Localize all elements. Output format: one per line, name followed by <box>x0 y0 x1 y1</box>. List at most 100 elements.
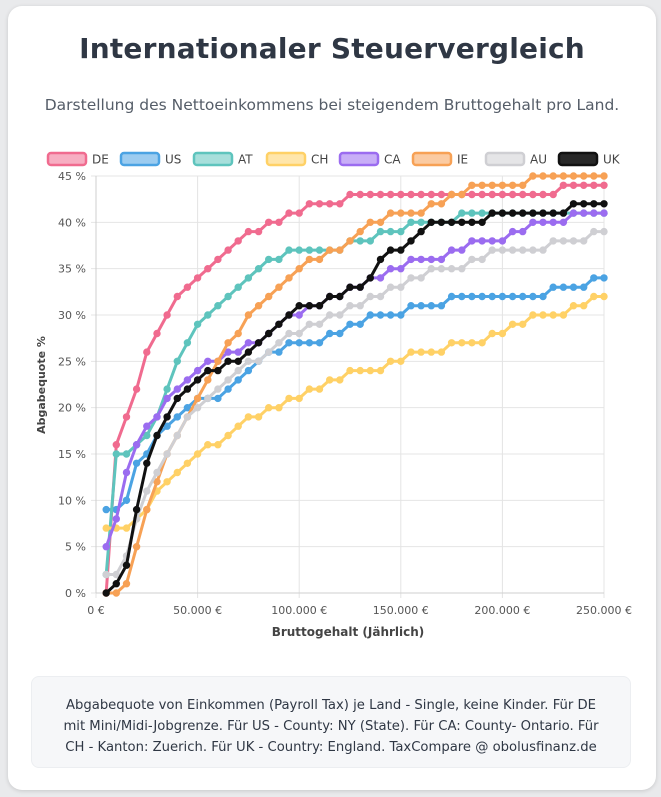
series-point-au <box>447 265 456 273</box>
legend-swatch-de <box>46 151 88 167</box>
series-point-uk <box>244 348 253 356</box>
series-point-ch <box>275 404 283 412</box>
chart-legend[interactable]: DE US AT CH CA IE AU UK <box>46 151 621 167</box>
y-tick-label: 25 % <box>58 355 86 368</box>
legend-swatch-ie <box>411 151 453 167</box>
series-point-ch <box>488 329 496 338</box>
series-point-de <box>508 190 517 199</box>
series-point-uk <box>458 218 466 227</box>
series-point-au <box>600 227 608 236</box>
series-point-de <box>183 283 192 291</box>
series-point-ie <box>488 181 496 190</box>
series-point-ca <box>102 543 110 551</box>
series-point-uk <box>569 200 578 208</box>
y-tick-label: 35 % <box>58 263 86 276</box>
series-point-uk <box>214 366 222 375</box>
legend-item-us[interactable]: US <box>119 151 181 167</box>
series-point-us <box>427 302 435 310</box>
series-point-ca <box>498 237 507 245</box>
series-line-ca <box>104 211 604 548</box>
series-point-au <box>590 227 598 236</box>
legend-item-au[interactable]: AU <box>484 151 547 167</box>
series-point-at <box>366 237 374 245</box>
page-subtitle: Darstellung des Nettoeinkommens bei stei… <box>44 96 620 114</box>
legend-swatch-au <box>484 151 526 167</box>
series-point-ca <box>529 218 537 227</box>
series-point-ie <box>305 255 314 264</box>
legend-item-at[interactable]: AT <box>192 151 253 167</box>
legend-item-de[interactable]: DE <box>46 151 109 167</box>
series-point-us <box>498 292 507 301</box>
series-point-at <box>478 209 486 217</box>
series-point-us <box>224 385 232 393</box>
series-point-ie <box>265 292 273 301</box>
legend-swatch-at <box>192 151 234 167</box>
series-point-ie <box>214 357 222 365</box>
series-point-ca <box>600 209 608 217</box>
series-point-us <box>315 339 324 347</box>
series-point-uk <box>549 209 557 217</box>
series-point-us <box>183 404 192 412</box>
series-point-au <box>153 468 161 477</box>
series-point-ie <box>326 246 334 254</box>
series-point-ca <box>163 394 171 403</box>
series-point-ca <box>447 246 456 254</box>
series-point-uk <box>346 283 354 291</box>
series-point-ca <box>397 265 405 273</box>
y-axis-label: Abgabequote % <box>35 336 48 434</box>
series-point-uk <box>132 505 141 514</box>
series-point-ch <box>397 357 405 365</box>
y-tick-label: 15 % <box>58 448 86 461</box>
series-point-ch <box>386 357 395 365</box>
series-point-de <box>234 237 242 245</box>
y-tick-label: 45 % <box>58 170 86 183</box>
series-point-ch <box>173 468 182 477</box>
series-point-ca <box>204 357 212 365</box>
series-point-ca <box>417 255 425 264</box>
series-point-at <box>468 209 476 217</box>
series-point-ie <box>112 589 121 597</box>
legend-item-ca[interactable]: CA <box>338 151 401 167</box>
x-tick-label: 150.000 € <box>373 604 429 617</box>
series-point-ie <box>285 274 293 282</box>
series-point-ca <box>590 209 598 217</box>
series-point-uk <box>478 218 486 227</box>
series-point-de <box>529 190 537 199</box>
legend-item-uk[interactable]: UK <box>557 151 621 167</box>
series-point-ch <box>122 524 131 532</box>
series-point-ch <box>295 394 303 403</box>
series-point-ch <box>376 366 385 375</box>
series-au <box>102 227 608 579</box>
series-point-uk <box>254 339 263 347</box>
series-point-ie <box>407 209 415 217</box>
series-point-us <box>376 311 385 319</box>
series-point-de <box>397 190 405 199</box>
series-point-ch <box>224 431 232 440</box>
legend-item-ch[interactable]: CH <box>265 151 328 167</box>
legend-label-ca: CA <box>384 153 401 167</box>
series-point-ch <box>559 311 568 319</box>
series-point-at <box>386 227 395 236</box>
series-point-au <box>468 255 476 264</box>
series-point-au <box>265 348 273 356</box>
series-point-ca <box>437 255 446 264</box>
series-point-de <box>336 200 344 208</box>
series-point-ie <box>569 172 578 180</box>
series-point-de <box>122 413 131 421</box>
series-point-ca <box>458 246 466 254</box>
series-point-ca <box>132 441 141 449</box>
series-point-de <box>132 385 141 393</box>
legend-item-ie[interactable]: IE <box>411 151 468 167</box>
series-point-at <box>407 218 415 227</box>
series-point-at <box>224 292 232 301</box>
series-point-at <box>265 255 273 264</box>
series-point-ch <box>336 376 344 384</box>
series-point-au <box>305 320 314 328</box>
series-point-de <box>193 274 202 282</box>
series-point-de <box>224 246 232 254</box>
series-point-uk <box>326 292 334 301</box>
series-point-ie <box>336 246 344 254</box>
series-point-ch <box>346 366 354 375</box>
series-point-ch <box>326 376 334 384</box>
series-point-de <box>112 441 121 449</box>
